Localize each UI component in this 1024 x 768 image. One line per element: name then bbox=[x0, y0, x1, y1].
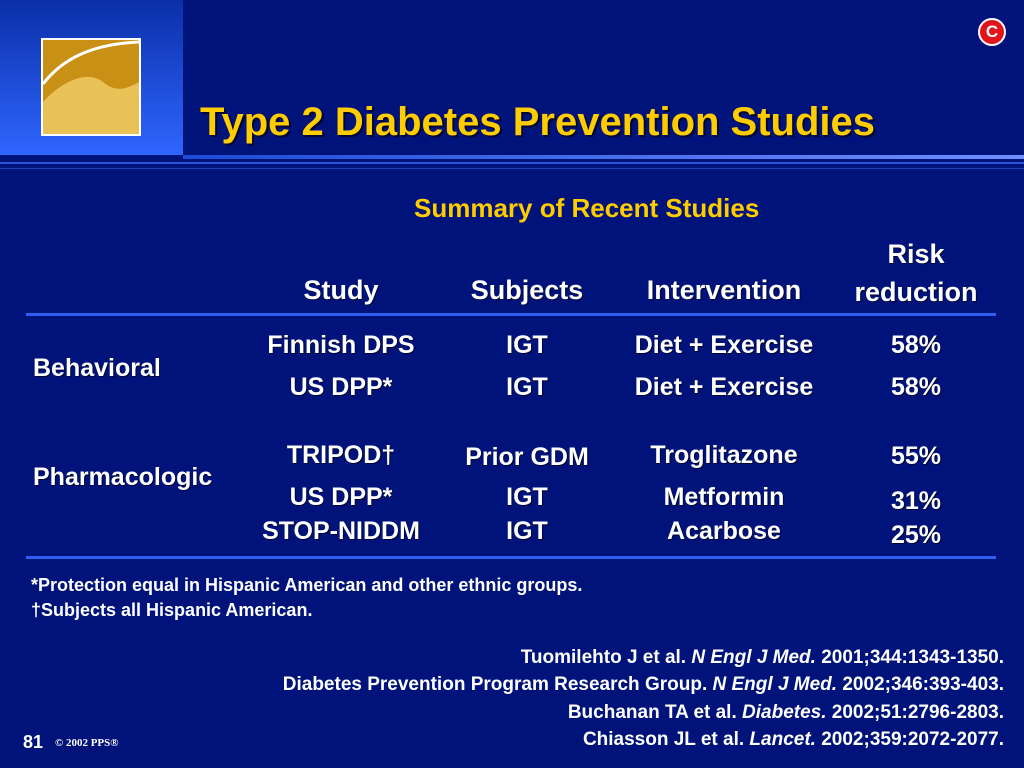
column-header-risk-line1: Risk bbox=[887, 239, 945, 269]
table-cell-study: STOP-NIDDM bbox=[262, 517, 420, 545]
table-cell-study: TRIPOD† bbox=[286, 441, 396, 469]
reference-authors: Tuomilehto J et al. bbox=[520, 647, 692, 668]
logo-icon bbox=[41, 38, 141, 136]
table-cell-subjects: IGT bbox=[506, 373, 548, 401]
table-bottom-rule bbox=[26, 556, 996, 559]
reference-citation: 2002;359:2072-2077. bbox=[815, 729, 1004, 750]
header-rule-thinner bbox=[0, 168, 1024, 169]
logo-panel bbox=[0, 0, 183, 155]
table-cell-study: US DPP* bbox=[289, 483, 393, 511]
reference-authors: Diabetes Prevention Program Research Gro… bbox=[282, 674, 713, 695]
column-header-study: Study bbox=[303, 275, 379, 305]
table-cell-study: US DPP* bbox=[289, 373, 393, 401]
reference-journal: Lancet. bbox=[749, 729, 816, 750]
table-cell-subjects: IGT bbox=[506, 331, 548, 359]
table-cell-intervention: Acarbose bbox=[667, 517, 781, 545]
header-rule bbox=[183, 155, 1024, 159]
reference-journal: Diabetes. bbox=[742, 702, 827, 723]
reference-authors: Chiasson JL et al. bbox=[582, 729, 750, 750]
table-cell-intervention: Diet + Exercise bbox=[634, 373, 814, 401]
table-cell-intervention: Troglitazone bbox=[650, 441, 798, 469]
footnote-dagger: †Subjects all Hispanic American. bbox=[31, 600, 313, 620]
slide-title: Type 2 Diabetes Prevention Studies bbox=[200, 100, 876, 144]
table-cell-subjects: IGT bbox=[506, 517, 548, 545]
table-cell-intervention: Metformin bbox=[663, 483, 785, 511]
table-top-rule bbox=[26, 313, 996, 316]
reference-journal: N Engl J Med. bbox=[691, 647, 816, 668]
table-cell-subjects: IGT bbox=[506, 483, 548, 511]
reference-citation: 2002;346:393-403. bbox=[837, 674, 1004, 695]
group-label-behavioral: Behavioral bbox=[33, 354, 161, 382]
table-cell-risk: 31% bbox=[890, 487, 942, 515]
table-subtitle: Summary of Recent Studies bbox=[414, 193, 760, 223]
group-label-pharmacologic: Pharmacologic bbox=[33, 463, 213, 491]
reference-line: Tuomilehto J et al. N Engl J Med. 2001;3… bbox=[521, 647, 1004, 669]
reference-line: Chiasson JL et al. Lancet. 2002;359:2072… bbox=[583, 729, 1004, 751]
reference-citation: 2002;51:2796-2803. bbox=[826, 702, 1004, 723]
table-cell-study: Finnish DPS bbox=[267, 331, 415, 359]
table-cell-subjects: Prior GDM bbox=[465, 443, 589, 471]
table-cell-risk: 55% bbox=[890, 442, 942, 470]
footnote-asterisk: *Protection equal in Hispanic American a… bbox=[31, 575, 583, 595]
reference-line: Diabetes Prevention Program Research Gro… bbox=[283, 674, 1004, 696]
reference-line: Buchanan TA et al. Diabetes. 2002;51:279… bbox=[568, 702, 1004, 724]
table-cell-risk: 58% bbox=[890, 331, 942, 359]
table-cell-intervention: Diet + Exercise bbox=[634, 331, 814, 359]
reference-journal: N Engl J Med. bbox=[712, 674, 838, 695]
copyright-badge: C bbox=[978, 18, 1006, 46]
page-number: 81 bbox=[23, 732, 44, 752]
column-header-risk-line2: reduction bbox=[854, 277, 978, 307]
table-cell-risk: 25% bbox=[890, 521, 942, 549]
reference-citation: 2001;344:1343-1350. bbox=[815, 647, 1004, 668]
header-rule-thin bbox=[0, 162, 1024, 164]
logo-wave-icon bbox=[41, 40, 140, 134]
column-header-intervention: Intervention bbox=[646, 275, 802, 305]
table-cell-risk: 58% bbox=[890, 373, 942, 401]
column-header-subjects: Subjects bbox=[470, 275, 584, 305]
copyright-notice: © 2002 PPS® bbox=[55, 737, 119, 749]
reference-authors: Buchanan TA et al. bbox=[567, 702, 743, 723]
